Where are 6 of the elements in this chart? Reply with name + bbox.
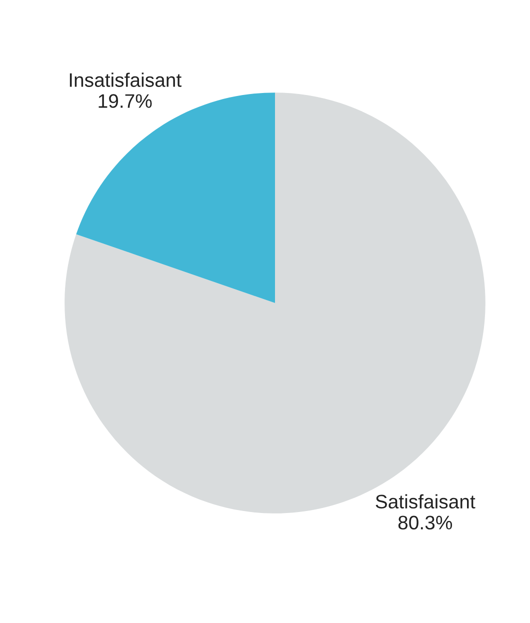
- data-label: 80.3%: [398, 516, 452, 530]
- slice-label: Satisfaisant: [376, 494, 476, 509]
- slice-label: Insatisfaisant: [70, 72, 182, 87]
- data-label: 19.7%: [98, 94, 152, 108]
- pie-slice: [76, 92, 275, 303]
- pie-slice: [64, 92, 486, 514]
